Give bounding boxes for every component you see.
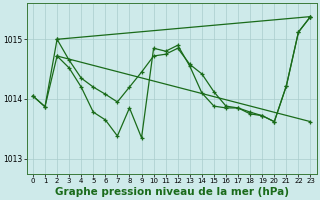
X-axis label: Graphe pression niveau de la mer (hPa): Graphe pression niveau de la mer (hPa) (55, 187, 289, 197)
